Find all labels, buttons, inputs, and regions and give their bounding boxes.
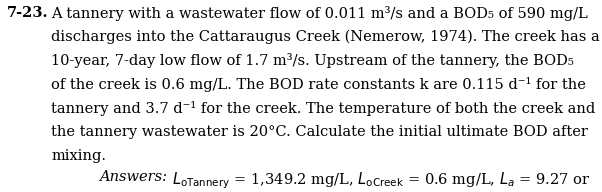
Text: 7-23.: 7-23. (7, 6, 49, 20)
Text: 10-year, 7-day low flow of 1.7 m³/s. Upstream of the tannery, the BOD₅: 10-year, 7-day low flow of 1.7 m³/s. Ups… (51, 53, 574, 68)
Text: discharges into the Cattaraugus Creek (Nemerow, 1974). The creek has a: discharges into the Cattaraugus Creek (N… (51, 30, 600, 44)
Text: A tannery with a wastewater flow of 0.011 m³/s and a BOD₅ of 590 mg/L: A tannery with a wastewater flow of 0.01… (51, 6, 588, 21)
Text: Answers:: Answers: (99, 170, 172, 185)
Text: the tannery wastewater is 20°C. Calculate the initial ultimate BOD after: the tannery wastewater is 20°C. Calculat… (51, 125, 588, 139)
Text: $\mathit{L}_{\mathrm{oTannery}}$ = 1,349.2 mg/L, $\mathit{L}_{\mathrm{oCreek}}$ : $\mathit{L}_{\mathrm{oTannery}}$ = 1,349… (172, 170, 590, 191)
Text: mixing.: mixing. (51, 149, 106, 163)
Text: of the creek is 0.6 mg/L. The BOD rate constants k are 0.115 d⁻¹ for the: of the creek is 0.6 mg/L. The BOD rate c… (51, 77, 586, 92)
Text: tannery and 3.7 d⁻¹ for the creek. The temperature of both the creek and: tannery and 3.7 d⁻¹ for the creek. The t… (51, 101, 595, 116)
